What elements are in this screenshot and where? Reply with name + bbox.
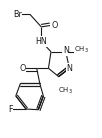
Text: F: F <box>8 104 12 114</box>
Text: CH$_3$: CH$_3$ <box>58 86 73 96</box>
Text: N: N <box>66 64 72 73</box>
Text: O: O <box>19 64 26 73</box>
Text: Br: Br <box>13 10 22 19</box>
Text: O: O <box>51 21 58 30</box>
Text: HN: HN <box>35 37 47 46</box>
Text: CH$_3$: CH$_3$ <box>74 45 89 55</box>
Text: N: N <box>63 46 69 55</box>
